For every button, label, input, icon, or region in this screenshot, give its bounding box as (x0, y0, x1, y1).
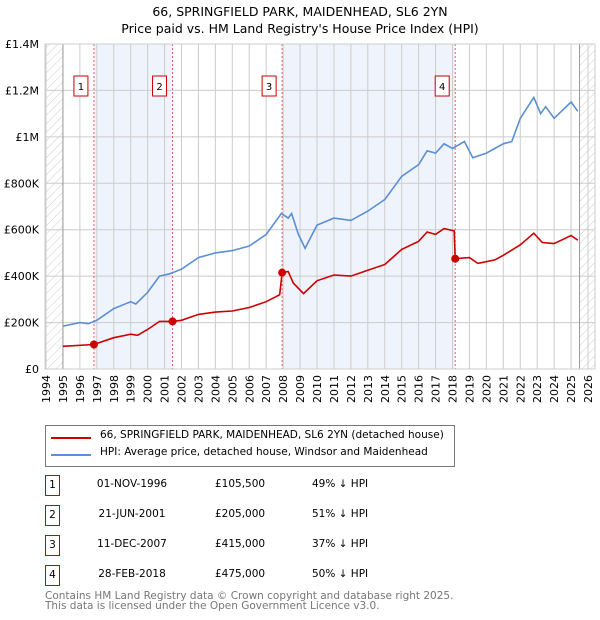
hatched-region-before (45, 44, 63, 369)
sale-marker-label: 1 (78, 82, 84, 93)
legend: 66, SPRINGFIELD PARK, MAIDENHEAD, SL6 2Y… (45, 425, 455, 467)
x-tick-label: 2015 (396, 375, 409, 403)
sale-date: 01-NOV-1996 (96, 478, 168, 490)
x-tick-label: 2024 (548, 375, 561, 403)
sale-row: 4 28-FEB-2018 £475,000 50% ↓ HPI (45, 565, 445, 586)
sale-point (168, 317, 177, 326)
sale-hpi-diff: 50% ↓ HPI (312, 568, 369, 580)
legend-label-property: 66, SPRINGFIELD PARK, MAIDENHEAD, SL6 2Y… (100, 429, 444, 441)
x-tick-label: 1999 (125, 375, 138, 403)
footer-line1: Contains HM Land Registry data © Crown c… (45, 590, 454, 602)
legend-swatch-hpi (51, 454, 91, 456)
x-tick-label: 2007 (260, 375, 273, 403)
x-tick-label: 1994 (40, 375, 53, 403)
x-tick-label: 2017 (430, 375, 443, 403)
x-tick-label: 2020 (480, 375, 493, 403)
x-tick-label: 2018 (447, 375, 460, 403)
x-tick-label: 2000 (142, 375, 155, 403)
sale-date: 11-DEC-2007 (97, 538, 167, 550)
x-tick-label: 2019 (463, 375, 476, 403)
x-tick-label: 2001 (159, 375, 172, 403)
sale-marker-label: 4 (439, 82, 445, 93)
y-tick-label: £1.4M (5, 38, 39, 51)
x-tick-label: 2013 (362, 375, 375, 403)
y-tick-label: £200K (4, 317, 40, 330)
sale-number: 1 (45, 475, 60, 496)
y-tick-label: £1.2M (5, 84, 39, 97)
sale-hpi-diff: 37% ↓ HPI (312, 538, 369, 550)
sale-marker-label: 3 (266, 82, 272, 93)
x-tick-label: 2012 (345, 375, 358, 403)
footer-line2: This data is licensed under the Open Gov… (45, 600, 380, 612)
sale-marker-box (261, 75, 277, 97)
sale-price: £105,500 (215, 478, 266, 490)
sale-hpi-diff: 51% ↓ HPI (312, 508, 369, 520)
sale-point (89, 340, 98, 349)
sale-hpi-diff: 49% ↓ HPI (312, 478, 369, 490)
sale-row: 2 21-JUN-2001 £205,000 51% ↓ HPI (45, 505, 445, 526)
hpi-line (62, 95, 579, 327)
legend-swatch-property (51, 437, 91, 439)
x-tick-label: 2022 (514, 375, 527, 403)
sale-number: 4 (45, 565, 60, 586)
x-tick-label: 2009 (294, 375, 307, 403)
shaded-period (93, 44, 173, 369)
y-tick-label: £400K (4, 270, 40, 283)
y-tick-label: £800K (4, 177, 40, 190)
chart-title: 66, SPRINGFIELD PARK, MAIDENHEAD, SL6 2Y… (152, 4, 448, 19)
sale-date: 28-FEB-2018 (98, 568, 166, 580)
x-tick-label: 1996 (74, 375, 87, 403)
plot-border (44, 43, 596, 370)
shaded-period (282, 44, 456, 369)
x-tick-label: 1995 (57, 375, 70, 403)
chart: 1994 1995 1996 1997 1998 1999 2000 2001 2002 2003… (4, 38, 596, 403)
x-tick-label: 2006 (243, 375, 256, 403)
sale-marker-box (434, 75, 450, 97)
x-tick-label: 2004 (209, 375, 222, 403)
x-tick-label: 2010 (311, 375, 324, 403)
sale-row: 1 01-NOV-1996 £105,500 49% ↓ HPI (45, 475, 445, 496)
x-tick-label: 1998 (108, 375, 121, 403)
legend-label-hpi: HPI: Average price, detached house, Wind… (100, 446, 428, 458)
property-price-line (62, 227, 579, 348)
sale-row: 3 11-DEC-2007 £415,000 37% ↓ HPI (45, 535, 445, 556)
y-tick-label: £1M (16, 131, 40, 144)
hatched-region-after (579, 44, 595, 369)
sale-marker-box (73, 75, 89, 97)
y-tick-label: £600K (4, 224, 40, 237)
sale-date: 21-JUN-2001 (98, 508, 166, 520)
x-tick-label: 1997 (91, 375, 104, 403)
y-tick-label: £0 (25, 363, 39, 376)
x-tick-label: 2025 (565, 375, 578, 403)
sale-point (278, 268, 287, 277)
x-tick-label: 2021 (497, 375, 510, 403)
chart-subtitle: Price paid vs. HM Land Registry's House … (121, 21, 479, 36)
x-tick-label: 2014 (379, 375, 392, 403)
sale-marker-box (152, 75, 168, 97)
x-tick-label: 2023 (531, 375, 544, 403)
sale-number: 2 (45, 505, 60, 526)
sale-point (451, 254, 460, 263)
x-tick-label: 2002 (176, 375, 189, 403)
x-tick-label: 2005 (226, 375, 239, 403)
x-tick-label: 2008 (277, 375, 290, 403)
x-tick-label: 2026 (582, 375, 595, 403)
x-tick-label: 2016 (413, 375, 426, 403)
sale-price: £475,000 (215, 568, 266, 580)
sale-number: 3 (45, 535, 60, 556)
sale-marker-label: 2 (156, 82, 162, 93)
x-tick-label: 2003 (192, 375, 205, 403)
x-tick-label: 2011 (328, 375, 341, 403)
sale-price: £205,000 (215, 508, 266, 520)
sale-price: £415,000 (215, 538, 266, 550)
